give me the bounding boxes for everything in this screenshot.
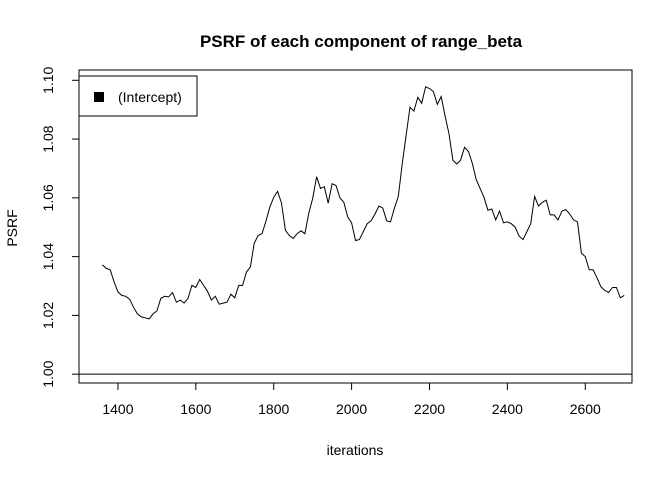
chart-title: PSRF of each component of range_beta <box>200 32 523 51</box>
y-tick-label: 1.04 <box>40 243 56 270</box>
legend-box <box>78 75 198 117</box>
legend-swatch <box>94 92 104 102</box>
x-tick-label: 1800 <box>258 401 289 417</box>
y-tick-label: 1.08 <box>40 125 56 152</box>
x-tick-label: 1400 <box>102 401 133 417</box>
x-axis-label: iterations <box>327 442 384 458</box>
y-axis-label: PSRF <box>4 209 20 246</box>
y-tick-label: 1.00 <box>40 360 56 387</box>
x-axis: 1400 1600 1800 2000 2200 2400 2600 <box>102 382 601 417</box>
y-tick-label: 1.10 <box>40 66 56 93</box>
y-tick-label: 1.02 <box>40 302 56 329</box>
x-tick-label: 1600 <box>180 401 211 417</box>
series-line-intercept <box>102 86 625 320</box>
x-tick-label: 2400 <box>492 401 523 417</box>
x-tick-label: 2200 <box>414 401 445 417</box>
plot-frame <box>78 69 633 384</box>
legend: (Intercept) <box>78 75 198 117</box>
series-layer <box>102 86 625 320</box>
x-tick-label: 2000 <box>336 401 367 417</box>
legend-entry-label: (Intercept) <box>118 89 182 105</box>
y-axis: 1.00 1.02 1.04 1.06 1.08 1.10 <box>40 66 80 388</box>
y-tick-label: 1.06 <box>40 184 56 211</box>
x-tick-label: 2600 <box>570 401 601 417</box>
